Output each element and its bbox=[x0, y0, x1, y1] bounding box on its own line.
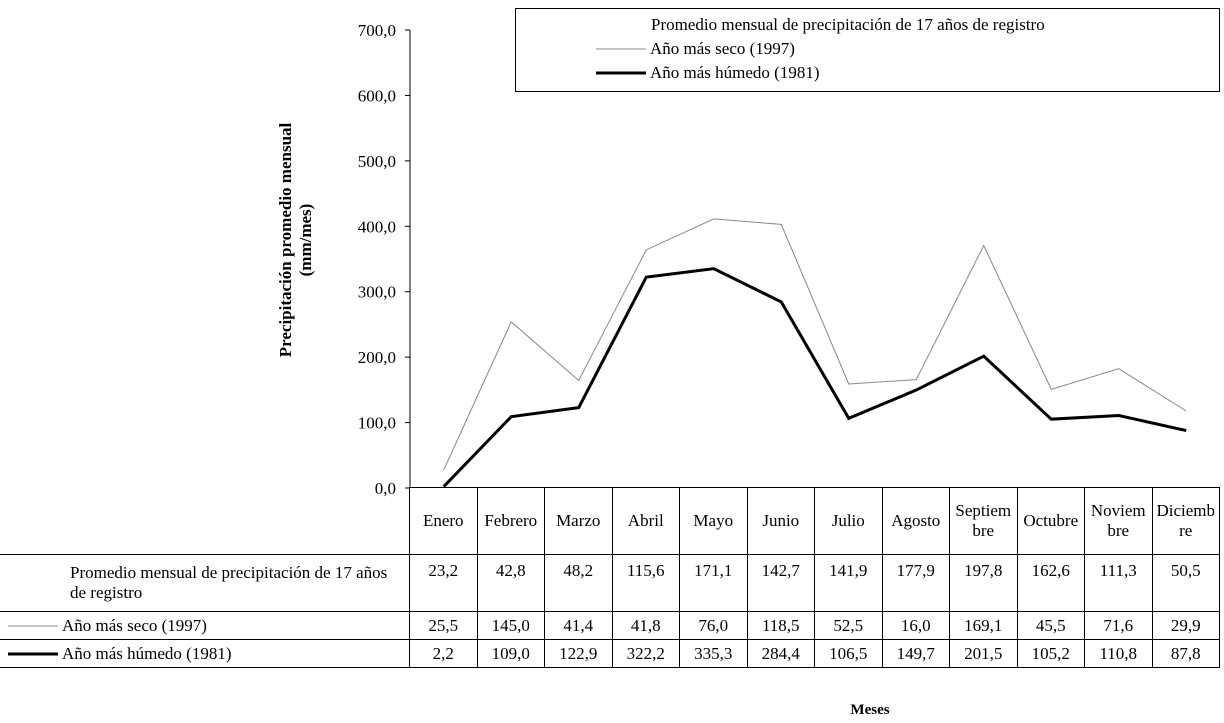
legend-label: Año más húmedo (1981) bbox=[650, 63, 820, 82]
legend-swatch bbox=[596, 71, 646, 75]
series-line bbox=[443, 218, 1187, 471]
category-label: Agosto bbox=[881, 487, 950, 555]
table-value: 16,0 bbox=[881, 611, 950, 640]
table-value: 162,6 bbox=[1016, 554, 1085, 612]
table-value: 171,1 bbox=[679, 554, 748, 612]
legend-row: Año más húmedo (1981) bbox=[0, 639, 410, 668]
table-value: 42,8 bbox=[476, 554, 545, 612]
table-value: 284,4 bbox=[746, 639, 815, 668]
legend-swatch bbox=[8, 652, 58, 655]
table-value: 142,7 bbox=[746, 554, 815, 612]
legend-entry: Promedio mensual de precipitación de 17 … bbox=[516, 13, 1219, 37]
category-label: Octubre bbox=[1016, 487, 1085, 555]
table-value: 48,2 bbox=[544, 554, 613, 612]
category-label: Febrero bbox=[476, 487, 545, 555]
y-tick-label: 200,0 bbox=[358, 348, 396, 367]
table-value: 76,0 bbox=[679, 611, 748, 640]
series-line bbox=[442, 267, 1187, 488]
table-value: 197,8 bbox=[949, 554, 1018, 612]
category-label: Mayo bbox=[679, 487, 748, 555]
table-value: 335,3 bbox=[679, 639, 748, 668]
category-label: Junio bbox=[746, 487, 815, 555]
table-value: 177,9 bbox=[881, 554, 950, 612]
legend-row: Promedio mensual de precipitación de 17 … bbox=[0, 554, 410, 612]
legend-label: Promedio mensual de precipitación de 17 … bbox=[70, 563, 388, 602]
legend: Promedio mensual de precipitación de 17 … bbox=[515, 8, 1220, 92]
y-tick-label: 0,0 bbox=[375, 479, 396, 498]
table-value: 201,5 bbox=[949, 639, 1018, 668]
table-value: 71,6 bbox=[1084, 611, 1153, 640]
table-value: 145,0 bbox=[476, 611, 545, 640]
table-value: 41,4 bbox=[544, 611, 613, 640]
table-value: 115,6 bbox=[611, 554, 680, 612]
table-value: 41,8 bbox=[611, 611, 680, 640]
table-value: 45,5 bbox=[1016, 611, 1085, 640]
y-tick-label: 400,0 bbox=[358, 217, 396, 236]
y-tick-label: 300,0 bbox=[358, 283, 396, 302]
y-tick-label: 600,0 bbox=[358, 86, 396, 105]
legend-swatch bbox=[596, 48, 646, 50]
y-tick-label: 100,0 bbox=[358, 414, 396, 433]
category-label: Septiembre bbox=[949, 487, 1018, 555]
table-value: 169,1 bbox=[949, 611, 1018, 640]
table-value: 149,7 bbox=[881, 639, 950, 668]
table-value: 106,5 bbox=[814, 639, 883, 668]
legend-label: Año más seco (1997) bbox=[650, 39, 795, 58]
category-label: Diciembre bbox=[1151, 487, 1220, 555]
table-value: 50,5 bbox=[1151, 554, 1220, 612]
table-value: 52,5 bbox=[814, 611, 883, 640]
category-label: Enero bbox=[409, 487, 478, 555]
legend-entry: Año más húmedo (1981) bbox=[516, 61, 1219, 85]
category-label: Abril bbox=[611, 487, 680, 555]
category-label: Julio bbox=[814, 487, 883, 555]
table-value: 25,5 bbox=[409, 611, 478, 640]
legend-swatch bbox=[8, 625, 58, 626]
table-value: 105,2 bbox=[1016, 639, 1085, 668]
category-label: Noviembre bbox=[1084, 487, 1153, 555]
table-value: 109,0 bbox=[476, 639, 545, 668]
y-tick-label: 700,0 bbox=[358, 21, 396, 40]
y-axis-label: Precipitación promedio mensual (mm/mes) bbox=[276, 122, 315, 358]
x-axis-label: Meses bbox=[850, 702, 890, 718]
category-label: Marzo bbox=[544, 487, 613, 555]
table-value: 322,2 bbox=[611, 639, 680, 668]
legend-row: Año más seco (1997) bbox=[0, 611, 410, 640]
table-value: 141,9 bbox=[814, 554, 883, 612]
table-value: 110,8 bbox=[1084, 639, 1153, 668]
table-value: 29,9 bbox=[1151, 611, 1220, 640]
table-value: 111,3 bbox=[1084, 554, 1153, 612]
legend-entry: Año más seco (1997) bbox=[516, 37, 1219, 61]
legend-label: Año más húmedo (1981) bbox=[62, 643, 232, 663]
legend-label: Año más seco (1997) bbox=[62, 615, 207, 635]
table-value: 23,2 bbox=[409, 554, 478, 612]
y-tick-label: 500,0 bbox=[358, 152, 396, 171]
table-value: 2,2 bbox=[409, 639, 478, 668]
table-value: 118,5 bbox=[746, 611, 815, 640]
table-value: 87,8 bbox=[1151, 639, 1220, 668]
legend-label: Promedio mensual de precipitación de 17 … bbox=[651, 15, 1045, 34]
table-value: 122,9 bbox=[544, 639, 613, 668]
